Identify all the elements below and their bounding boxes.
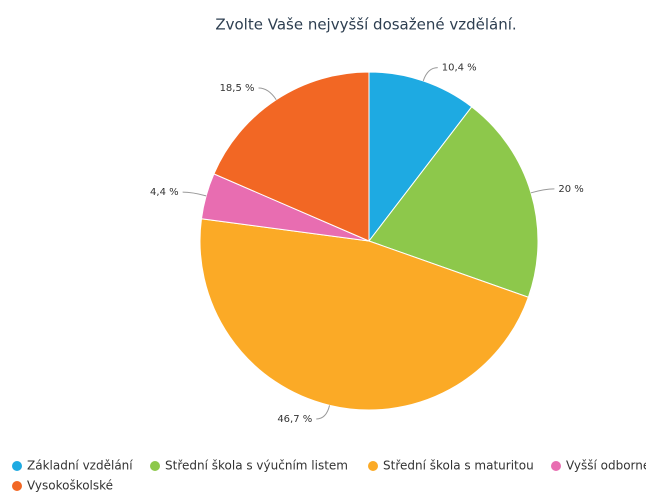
legend-label: Základní vzdělání bbox=[27, 459, 133, 473]
data-label: 46,7 % bbox=[277, 414, 312, 425]
legend-label: Vyšší odborné bbox=[566, 459, 646, 473]
pie-slice bbox=[213, 71, 370, 242]
legend-label: Střední škola s výučním listem bbox=[165, 459, 348, 473]
legend-label: Vysokoškolské bbox=[27, 479, 113, 492]
legend-marker bbox=[12, 481, 22, 491]
pie-slice bbox=[368, 106, 539, 298]
pie-slice bbox=[368, 71, 473, 243]
chart-title: Zvolte Vaše nejvyšší dosažené vzdělání. bbox=[215, 16, 516, 34]
leader-line bbox=[182, 191, 207, 197]
leader-line bbox=[316, 405, 331, 420]
leader-line bbox=[422, 67, 438, 82]
data-label: 4,4 % bbox=[150, 187, 179, 198]
leader-line bbox=[258, 87, 277, 101]
leader-line bbox=[530, 188, 555, 194]
data-label: 18,5 % bbox=[220, 83, 255, 94]
data-label: 10,4 % bbox=[442, 63, 477, 74]
legend-marker bbox=[551, 461, 561, 471]
legend-marker bbox=[368, 461, 378, 471]
legend-marker bbox=[150, 461, 160, 471]
legend-marker bbox=[12, 461, 22, 471]
pie-slice bbox=[199, 218, 530, 411]
data-label: 20 % bbox=[558, 184, 583, 195]
legend-label: Střední škola s maturitou bbox=[383, 459, 534, 473]
